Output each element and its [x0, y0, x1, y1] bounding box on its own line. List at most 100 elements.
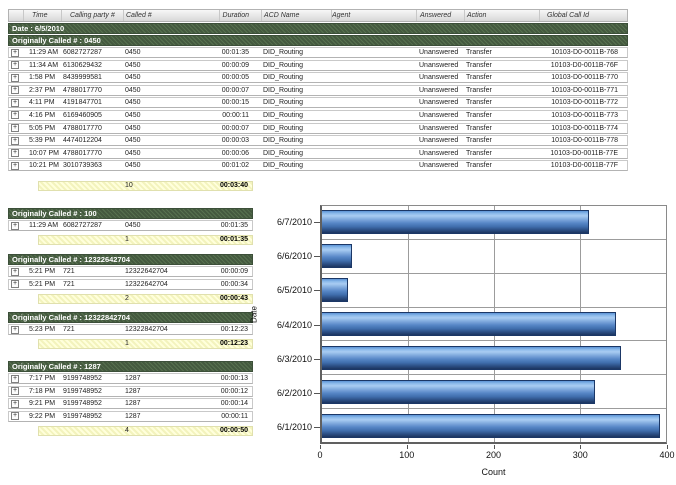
bar-6/1/2010 — [322, 413, 660, 438]
cell-answered: Unanswered — [419, 49, 459, 56]
bar-6/2/2010 — [322, 379, 596, 404]
chart-band — [322, 375, 666, 410]
cell-calling: 8439999581 — [63, 74, 102, 82]
chart-plot-area — [320, 205, 667, 444]
x-tick-label: 400 — [659, 450, 675, 460]
expand-row-button[interactable]: + — [11, 61, 19, 70]
cell-global_call_id: 10103-D0-0011B-76F — [550, 61, 618, 69]
cell-time: 9:22 PM — [29, 412, 56, 420]
cell-time: 11:34 AM — [29, 61, 59, 69]
x-tick-label: 300 — [572, 450, 588, 460]
cell-time: 5:23 PM — [29, 326, 56, 333]
x-tick-mark — [493, 445, 495, 449]
cell-called: 1287 — [125, 412, 141, 420]
table-row: +11:34 AM 6130629432 0450 00:00:09 DID_Routi… — [8, 59, 628, 71]
y-tick-mark — [314, 358, 320, 360]
expand-row-button[interactable]: + — [11, 267, 19, 276]
called-group-banner-0450: Originally Called # : 0450 — [8, 35, 628, 46]
cell-duration: 00:01:35 — [221, 49, 249, 56]
x-tick-mark — [406, 445, 408, 449]
cell-time: 5:21 PM — [29, 268, 56, 275]
expand-row-button[interactable]: + — [11, 387, 19, 396]
cell-duration: 00:00:07 — [221, 124, 249, 132]
chart-band — [322, 409, 666, 442]
cell-action: Transfer — [466, 49, 492, 56]
cell-duration: 00:01:02 — [221, 162, 249, 170]
expand-row-button[interactable]: + — [11, 73, 19, 82]
cell-action: Transfer — [466, 61, 492, 69]
cell-called: 12322642704 — [125, 280, 168, 288]
cell-global_call_id: 10103-D0-0011B-774 — [551, 124, 618, 132]
cell-global_call_id: 10103-D0-0011B-77F — [550, 162, 618, 170]
cell-calling: 4788017770 — [63, 124, 102, 132]
cell-called: 0450 — [125, 111, 141, 119]
cell-called: 1287 — [125, 375, 141, 382]
table-row: +11:29 AM 6082727287 0450 00:01:35 DID_Routi… — [8, 47, 628, 58]
y-tick-label: 6/3/2010 — [277, 354, 320, 364]
cell-called: 0450 — [125, 99, 141, 107]
summary-total-duration: 00:01:35 — [219, 236, 248, 243]
cell-action: Transfer — [466, 149, 492, 157]
y-tick-mark — [314, 324, 320, 326]
bar-6/5/2010 — [322, 278, 348, 303]
expand-row-button[interactable]: + — [11, 111, 19, 120]
cell-called: 0450 — [125, 49, 141, 56]
expand-row-button[interactable]: + — [11, 98, 19, 107]
cell-called: 1287 — [125, 387, 141, 395]
cell-acd: DID_Routing — [263, 137, 304, 145]
x-tick-label: 200 — [485, 450, 502, 460]
expand-row-button[interactable]: + — [11, 374, 19, 383]
table-row: +1:58 PM 8439999581 0450 00:00:05 DID_Routin… — [8, 72, 628, 84]
cell-called: 1287 — [125, 400, 141, 408]
cell-acd: DID_Routing — [263, 74, 304, 82]
expand-row-button[interactable]: + — [11, 149, 19, 158]
expand-row-button[interactable]: + — [11, 48, 19, 57]
table-row: +5:23 PM 721 12322842704 00:12:23 — [8, 324, 253, 335]
cell-calling: 6169460905 — [63, 111, 102, 119]
cell-answered: Unanswered — [419, 162, 459, 170]
expand-row-button[interactable]: + — [11, 86, 19, 95]
call-group-section-12322842704: Originally Called # : 12322842704 +5:23 … — [8, 311, 253, 349]
expand-row-button[interactable]: + — [11, 124, 19, 133]
cell-duration: 00:00:13 — [220, 375, 248, 382]
table-row: +5:21 PM 721 12322642704 00:00:34 — [8, 278, 253, 290]
expand-row-button[interactable]: + — [11, 136, 19, 145]
summary-total-duration: 00:03:40 — [219, 182, 248, 190]
x-tick-label: 100 — [399, 450, 415, 460]
cell-global_call_id: 10103-D0-0011B-778 — [551, 137, 618, 145]
date-group-banner: Date : 6/5/2010 — [8, 23, 628, 34]
cell-called: 0450 — [125, 86, 141, 94]
group-summary-1287: 4 00:00:50 — [38, 425, 253, 436]
cell-answered: Unanswered — [419, 124, 459, 132]
table-row: +7:17 PM 9199748952 1287 00:00:13 — [8, 373, 253, 384]
cell-duration: 00:00:06 — [221, 149, 249, 157]
cell-answered: Unanswered — [419, 99, 459, 107]
table-row: +4:16 PM 6169460905 0450 00:00:11 DID_Routin… — [8, 109, 628, 121]
y-tick-label: 6/1/2010 — [277, 422, 320, 432]
expand-row-button[interactable]: + — [11, 280, 19, 289]
chart-y-axis: 6/7/2010 6/6/2010 6/5/2010 6/4/2010 6/3/2010… — [244, 205, 320, 444]
cell-calling: 6082727287 — [63, 222, 102, 229]
cell-answered: Unanswered — [419, 111, 459, 119]
cell-duration: 00:00:07 — [221, 86, 249, 94]
table-row: +10:21 PM 3010739363 0450 00:01:02 DID_Routi… — [8, 160, 628, 172]
bar-6/4/2010 — [322, 312, 617, 336]
cell-acd: DID_Routing — [263, 49, 304, 56]
cell-time: 9:21 PM — [29, 400, 56, 408]
cell-duration: 00:00:09 — [221, 61, 249, 69]
expand-row-button[interactable]: + — [11, 161, 19, 170]
expand-row-button[interactable]: + — [11, 221, 19, 230]
expand-row-button[interactable]: + — [11, 412, 19, 421]
cell-calling: 4474012204 — [63, 137, 102, 145]
cell-calling: 6082727287 — [63, 49, 102, 56]
expand-row-button[interactable]: + — [11, 399, 19, 408]
cell-duration: 00:00:11 — [222, 111, 249, 119]
col-header-time: Time — [23, 10, 61, 21]
table-row: +5:21 PM 721 12322642704 00:00:09 — [8, 266, 253, 277]
group-rows-12322642704: +5:21 PM 721 12322642704 00:00:09 +5:21 PM 72… — [8, 266, 253, 290]
table-row: +5:05 PM 4788017770 0450 00:00:07 DID_Routin… — [8, 122, 628, 134]
cell-calling: 9199748952 — [63, 375, 102, 382]
expand-row-button[interactable]: + — [11, 325, 19, 334]
cell-time: 10:07 PM — [29, 149, 59, 157]
